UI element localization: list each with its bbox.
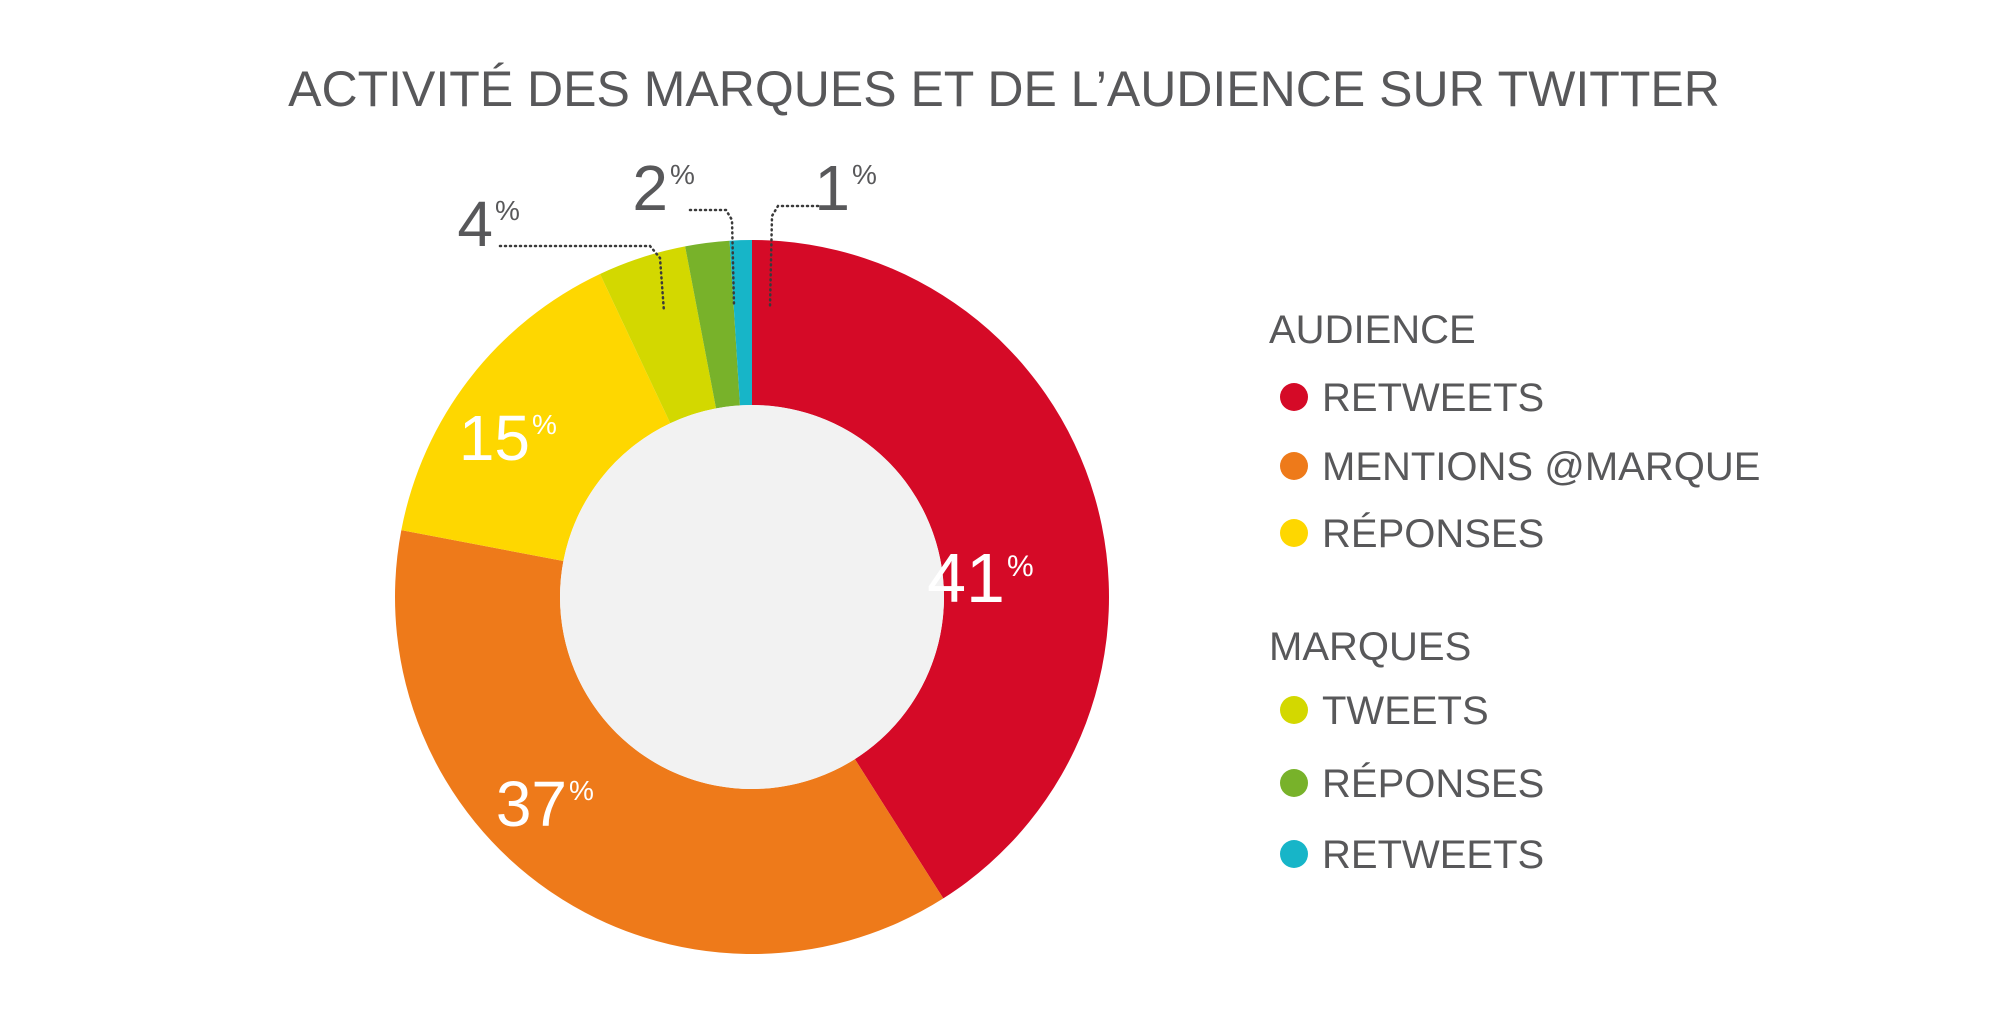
slice-labels: 41 %37 %15 %4% 2% 1% xyxy=(457,152,1033,840)
legend-item-label: RÉPONSES xyxy=(1322,511,1544,556)
legend-swatch xyxy=(1280,452,1308,480)
slice-value-label: 15 xyxy=(459,402,530,474)
legend-swatch xyxy=(1280,769,1308,797)
legend: AUDIENCE RETWEETS MENTIONS @MARQUE RÉPONSES… xyxy=(1269,308,1760,877)
slice-value-label: 41 xyxy=(927,539,1005,617)
slice-value-label: 4 xyxy=(457,188,493,260)
slice-marques-tweets xyxy=(599,246,717,424)
slice-value-label: 2 xyxy=(632,152,668,224)
leader-line xyxy=(498,244,666,314)
slice-percent-sign: % xyxy=(495,195,520,226)
legend-group-title: AUDIENCE xyxy=(1269,308,1476,352)
legend-item-label: MENTIONS @MARQUE xyxy=(1322,445,1760,489)
slice-marques-retweets xyxy=(729,240,752,406)
legend-item-label: RETWEETS xyxy=(1322,833,1544,877)
legend-item-label: RETWEETS xyxy=(1322,376,1544,420)
slice-value-label: 1 xyxy=(814,152,850,224)
donut-slices xyxy=(395,240,1109,954)
leader-line xyxy=(688,208,736,308)
slice-percent-sign: % xyxy=(1007,550,1034,583)
slice-percent-sign: % xyxy=(569,775,594,806)
legend-swatch xyxy=(1280,383,1308,411)
leader-line xyxy=(768,204,820,308)
chart-title: ACTIVITÉ DES MARQUES ET DE L’AUDIENCE SU… xyxy=(288,61,1720,117)
legend-item-label: RÉPONSES xyxy=(1322,761,1544,806)
legend-swatch xyxy=(1280,840,1308,868)
slice-percent-sign: % xyxy=(532,409,557,440)
slice-audience-r-ponses xyxy=(401,273,671,562)
legend-swatch xyxy=(1280,519,1308,547)
slice-percent-sign: % xyxy=(852,159,877,190)
slice-percent-sign: % xyxy=(670,159,695,190)
slice-marques-r-ponses xyxy=(685,240,740,409)
donut-center xyxy=(560,405,944,789)
slice-audience-retweets xyxy=(752,240,1109,899)
legend-item-label: TWEETS xyxy=(1322,689,1489,733)
leader-lines xyxy=(498,204,820,314)
slice-value-label: 37 xyxy=(496,768,567,840)
slice-audience-mentions-marque xyxy=(395,530,944,954)
legend-swatch xyxy=(1280,696,1308,724)
legend-group-title: MARQUES xyxy=(1269,625,1471,669)
